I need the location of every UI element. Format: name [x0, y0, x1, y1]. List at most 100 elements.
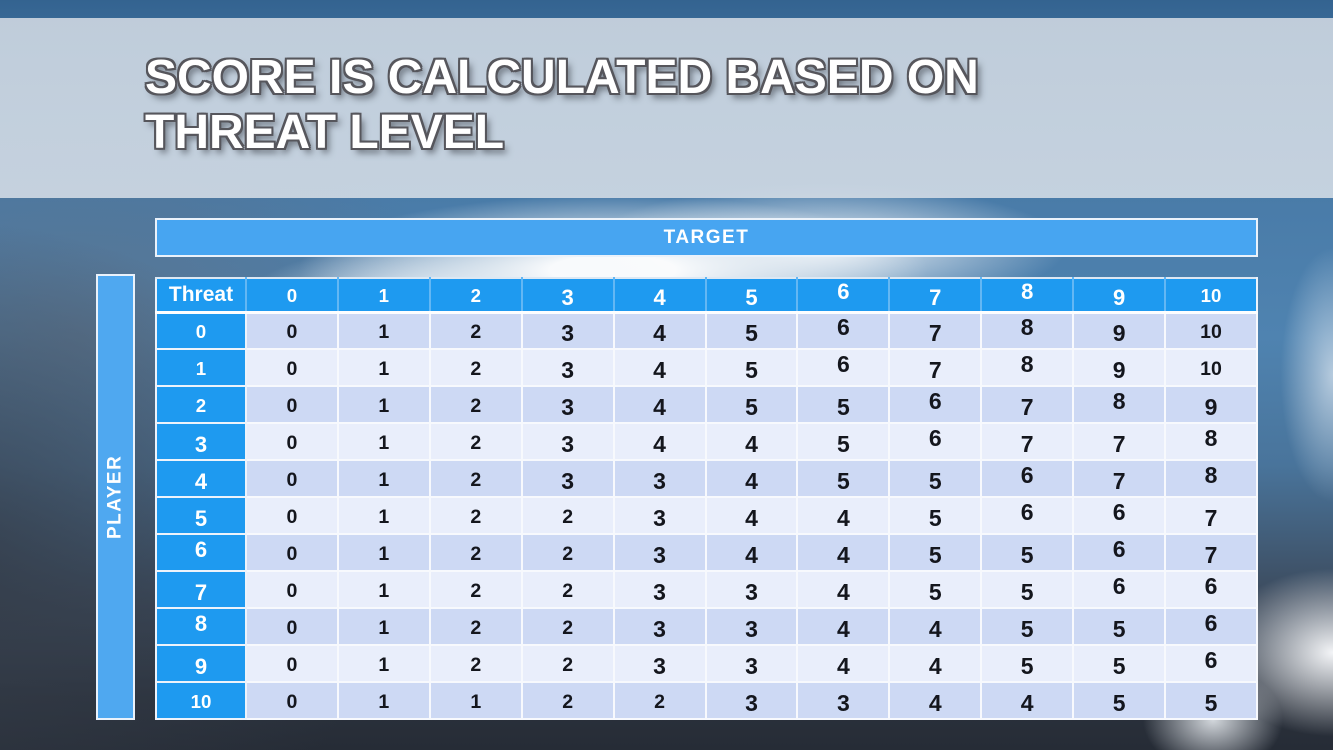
- score-cell: 2: [520, 496, 615, 535]
- score-cell: 5: [980, 607, 1075, 646]
- score-cell: 4: [888, 681, 983, 720]
- slide-title-line1: SCORE IS CALCULATED BASED ON: [145, 51, 979, 104]
- score-cell: 8: [980, 348, 1075, 387]
- score-cell: 4: [612, 385, 707, 424]
- score-cell: 1: [336, 422, 431, 461]
- score-cell: 4: [612, 348, 707, 387]
- score-cell: 2: [428, 607, 523, 646]
- score-cell: 0: [245, 459, 339, 498]
- score-cell: 0: [245, 496, 339, 535]
- score-cell: 4: [888, 644, 983, 683]
- score-cell: 3: [704, 681, 799, 720]
- score-cell: 2: [428, 311, 523, 350]
- score-cell: 4: [796, 533, 891, 572]
- score-cell: 4: [704, 533, 799, 572]
- row-header-cell: 4: [155, 459, 247, 498]
- score-cell: 1: [336, 570, 431, 609]
- score-cell: 8: [980, 311, 1075, 350]
- score-cell: 2: [428, 459, 523, 498]
- column-header-cell: 5: [704, 277, 799, 314]
- column-header-cell: 1: [336, 277, 431, 314]
- score-cell: 0: [245, 348, 339, 387]
- score-cell: 1: [336, 681, 431, 720]
- score-cell: 1: [336, 496, 431, 535]
- row-header-cell: 0: [155, 311, 247, 350]
- score-matrix-table: Threat 0 1 2 3 4 5 6 7 8 9 10 0 0 1 2 3 4 5 6 7 8 9 10 1 0 1 2 3 4 5 6…: [155, 277, 1258, 720]
- score-cell: 7: [980, 385, 1075, 424]
- score-cell: 2: [520, 681, 615, 720]
- target-axis-label: TARGET: [155, 218, 1258, 257]
- score-cell: 5: [704, 348, 799, 387]
- player-axis-text: PLAYER: [104, 454, 126, 540]
- score-cell: 4: [612, 311, 707, 350]
- score-cell: 4: [704, 496, 799, 535]
- score-cell: 6: [980, 496, 1075, 535]
- score-cell: 0: [245, 422, 339, 461]
- score-cell: 5: [980, 644, 1075, 683]
- score-cell: 2: [428, 422, 523, 461]
- score-cell: 0: [245, 607, 339, 646]
- slide-title-line2: THREAT LEVEL: [145, 106, 505, 159]
- score-cell: 0: [245, 681, 339, 720]
- score-cell: 3: [520, 311, 615, 350]
- score-cell: 1: [336, 311, 431, 350]
- score-cell: 1: [336, 533, 431, 572]
- score-cell: 2: [428, 644, 523, 683]
- score-cell: 1: [336, 459, 431, 498]
- score-cell: 3: [704, 644, 799, 683]
- column-header-cell: 4: [612, 277, 707, 314]
- score-cell: 9: [1164, 385, 1258, 424]
- score-cell: 6: [796, 348, 891, 387]
- score-cell: 4: [704, 422, 799, 461]
- score-matrix-header: Threat 0 1 2 3 4 5 6 7 8 9 10: [155, 277, 1258, 314]
- score-cell: 3: [612, 459, 707, 498]
- score-cell: 5: [980, 533, 1075, 572]
- score-cell: 8: [1164, 422, 1258, 461]
- corner-header-cell: Threat: [155, 277, 247, 314]
- score-cell: 5: [1072, 607, 1167, 646]
- score-cell: 1: [428, 681, 523, 720]
- score-cell: 0: [245, 570, 339, 609]
- score-cell: 7: [1164, 496, 1258, 535]
- column-header-cell: 7: [888, 277, 983, 314]
- score-cell: 3: [520, 459, 615, 498]
- score-cell: 7: [980, 422, 1075, 461]
- score-cell: 5: [888, 459, 983, 498]
- score-cell: 7: [1164, 533, 1258, 572]
- score-cell: 2: [428, 570, 523, 609]
- score-cell: 7: [1072, 459, 1167, 498]
- score-cell: 5: [980, 570, 1075, 609]
- score-cell: 3: [520, 385, 615, 424]
- score-cell: 3: [612, 533, 707, 572]
- score-cell: 2: [520, 644, 615, 683]
- score-cell: 2: [520, 570, 615, 609]
- score-cell: 6: [1164, 607, 1258, 646]
- score-cell: 5: [704, 385, 799, 424]
- score-cell: 5: [704, 311, 799, 350]
- column-header-cell: 3: [520, 277, 615, 314]
- column-header-cell: 6: [796, 277, 891, 314]
- score-cell: 3: [796, 681, 891, 720]
- column-header-cell: 9: [1072, 277, 1167, 314]
- score-cell: 6: [1072, 533, 1167, 572]
- target-axis-text: TARGET: [663, 226, 750, 248]
- score-cell: 4: [796, 644, 891, 683]
- column-header-cell: 0: [245, 277, 339, 314]
- score-matrix-body: 0 0 1 2 3 4 5 6 7 8 9 10 1 0 1 2 3 4 5 6 7 8 9 10 2 0 1 2 3 4 5 5 6 7 8 9 3 0…: [155, 311, 1258, 720]
- score-cell: 4: [980, 681, 1075, 720]
- score-cell: 7: [888, 311, 983, 350]
- row-header-cell: 7: [155, 570, 247, 609]
- table-row: 1 0 1 2 3 4 5 6 7 8 9 10: [155, 348, 1258, 387]
- table-row: 10 0 1 1 2 2 3 3 4 4 5 5: [155, 681, 1258, 720]
- column-header-cell: 8: [980, 277, 1075, 314]
- score-cell: 2: [428, 496, 523, 535]
- score-cell: 0: [245, 311, 339, 350]
- score-cell: 4: [704, 459, 799, 498]
- score-cell: 2: [428, 385, 523, 424]
